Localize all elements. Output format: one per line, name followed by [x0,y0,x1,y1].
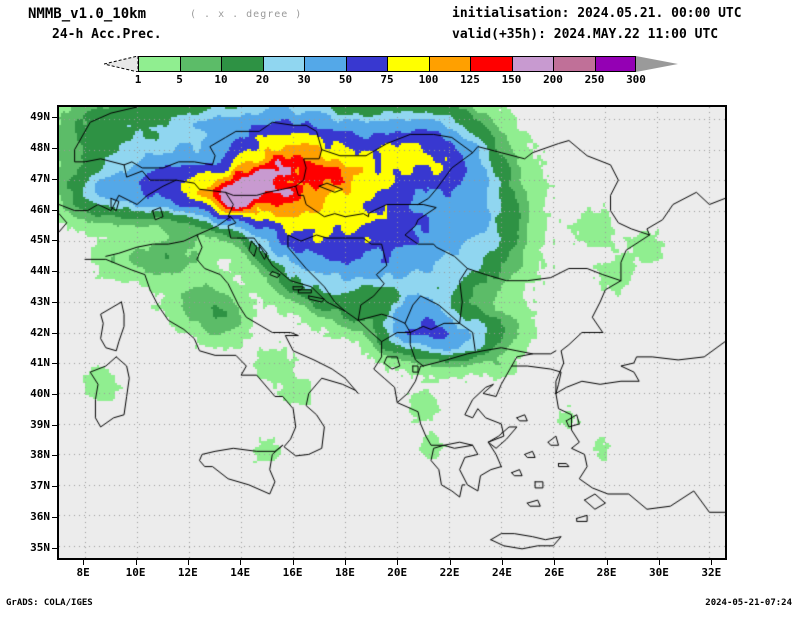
y-axis-label-37N: 37N [30,479,50,493]
colorbar-tick-250: 250 [584,73,605,86]
x-axis-label-16E: 16E [282,566,303,579]
x-axis-label-20E: 20E [387,566,408,579]
x-axis-label-10E: 10E [125,566,146,579]
colorbar-over-arrow [636,56,678,72]
y-axis-label-44N: 44N [30,264,50,277]
colorbar-under-arrow [104,56,138,72]
y-axis-label-47N: 47N [30,171,50,185]
colorbar-segment-1 [138,56,180,72]
y-axis-tick [52,271,57,272]
model-name-label: NMMB_v1.0_10km [28,6,147,22]
valid-time-label: valid(+35h): 2024.MAY.22 11:00 UTC [452,27,719,42]
colorbar-tick-125: 125 [460,73,480,86]
x-axis-label-32E: 32E [701,566,722,579]
colorbar-tick-30: 30 [297,73,311,86]
colorbar-segment-75 [387,56,429,72]
footer-credit: GrADS: COLA/IGES [6,598,93,608]
model-units-label: ( . x . degree ) [190,9,303,20]
y-axis-tick [52,516,57,518]
colorbar: 1 5 10 20 30 50 75 100 125 150 200 250 300 [104,56,688,88]
y-axis-label-46N: 46N [30,202,50,216]
footer-timestamp: 2024-05-21-07:24 [705,598,792,608]
y-axis-tick [52,301,57,303]
colorbar-tick-50: 50 [338,73,353,86]
colorbar-segment-250 [594,56,636,72]
colorbar-segment-5 [179,56,221,72]
header-block: NMMB_v1.0_10km ( . x . degree ) 24-h Acc… [0,0,800,48]
x-axis-tick [711,560,713,565]
x-axis-label-8E: 8E [76,566,90,579]
colorbar-tick-75: 75 [380,73,394,86]
colorbar-tick-10: 10 [214,73,228,86]
x-axis-tick [187,560,189,565]
precipitation-field [59,107,725,558]
y-axis-tick [52,393,57,395]
x-axis-tick [83,560,85,565]
colorbar-segment-200 [553,56,595,72]
map-plot-area[interactable] [57,105,727,560]
y-axis-label-39N: 39N [30,417,50,431]
x-axis-tick [397,560,399,565]
colorbar-tick-150: 150 [501,73,522,86]
y-axis-label-42N: 42N [30,325,50,339]
field-name-label: 24-h Acc.Prec. [52,27,162,42]
colorbar-segment-30 [304,56,346,72]
colorbar-segment-50 [345,56,387,72]
x-axis-tick [606,560,608,565]
initialisation-label: initialisation: 2024.05.21. 00:00 UTC [452,6,742,21]
x-axis-tick [658,560,660,565]
y-axis-label-38N: 38N [30,448,50,462]
x-axis-tick [240,560,242,565]
colorbar-tick-100: 100 [418,73,439,86]
y-axis-tick [52,209,57,211]
x-axis-label-24E: 24E [491,566,512,579]
x-axis-label-30E: 30E [649,566,669,579]
y-axis-label-49N: 49N [30,110,50,124]
y-axis-tick [52,148,57,150]
x-axis-label-28E: 28E [596,566,617,579]
x-axis-label-22E: 22E [439,566,460,579]
colorbar-tick-1: 1 [134,73,142,86]
colorbar-segment-20 [262,56,304,72]
y-axis-tick [52,332,57,334]
y-axis-tick [52,486,57,488]
y-axis-label-48N: 48N [30,141,50,155]
x-axis-tick [135,560,137,565]
y-axis-tick [52,240,57,242]
y-axis-label-43N: 43N [30,294,50,308]
y-axis-tick [52,455,57,457]
y-axis-tick [52,424,57,426]
colorbar-tick-20: 20 [255,73,270,86]
x-axis-tick [554,560,556,565]
colorbar-tick-300: 300 [626,73,646,86]
x-axis-tick [501,560,503,565]
colorbar-segment-100 [428,56,470,72]
y-axis-label-41N: 41N [30,356,50,370]
x-axis-label-18E: 18E [334,566,355,579]
y-axis-label-45N: 45N [30,233,50,247]
colorbar-segment-125 [470,56,512,72]
x-axis-label-12E: 12E [177,566,198,579]
y-axis-tick [52,363,57,365]
colorbar-tick-5: 5 [176,73,183,86]
y-axis-tick [52,178,57,180]
x-axis-tick [292,560,294,565]
y-axis-label-35N: 35N [30,540,50,554]
x-axis-label-14E: 14E [230,566,251,579]
x-axis-label-26E: 26E [544,566,565,579]
colorbar-tick-200: 200 [543,73,563,86]
x-axis-tick [344,560,346,565]
y-axis-tick [52,547,57,549]
y-axis-tick [52,117,57,119]
colorbar-segment-150 [511,56,553,72]
y-axis-label-36N: 36N [30,509,50,523]
y-axis-label-40N: 40N [30,386,50,400]
colorbar-segment-10 [221,56,263,72]
x-axis-tick [449,560,451,565]
